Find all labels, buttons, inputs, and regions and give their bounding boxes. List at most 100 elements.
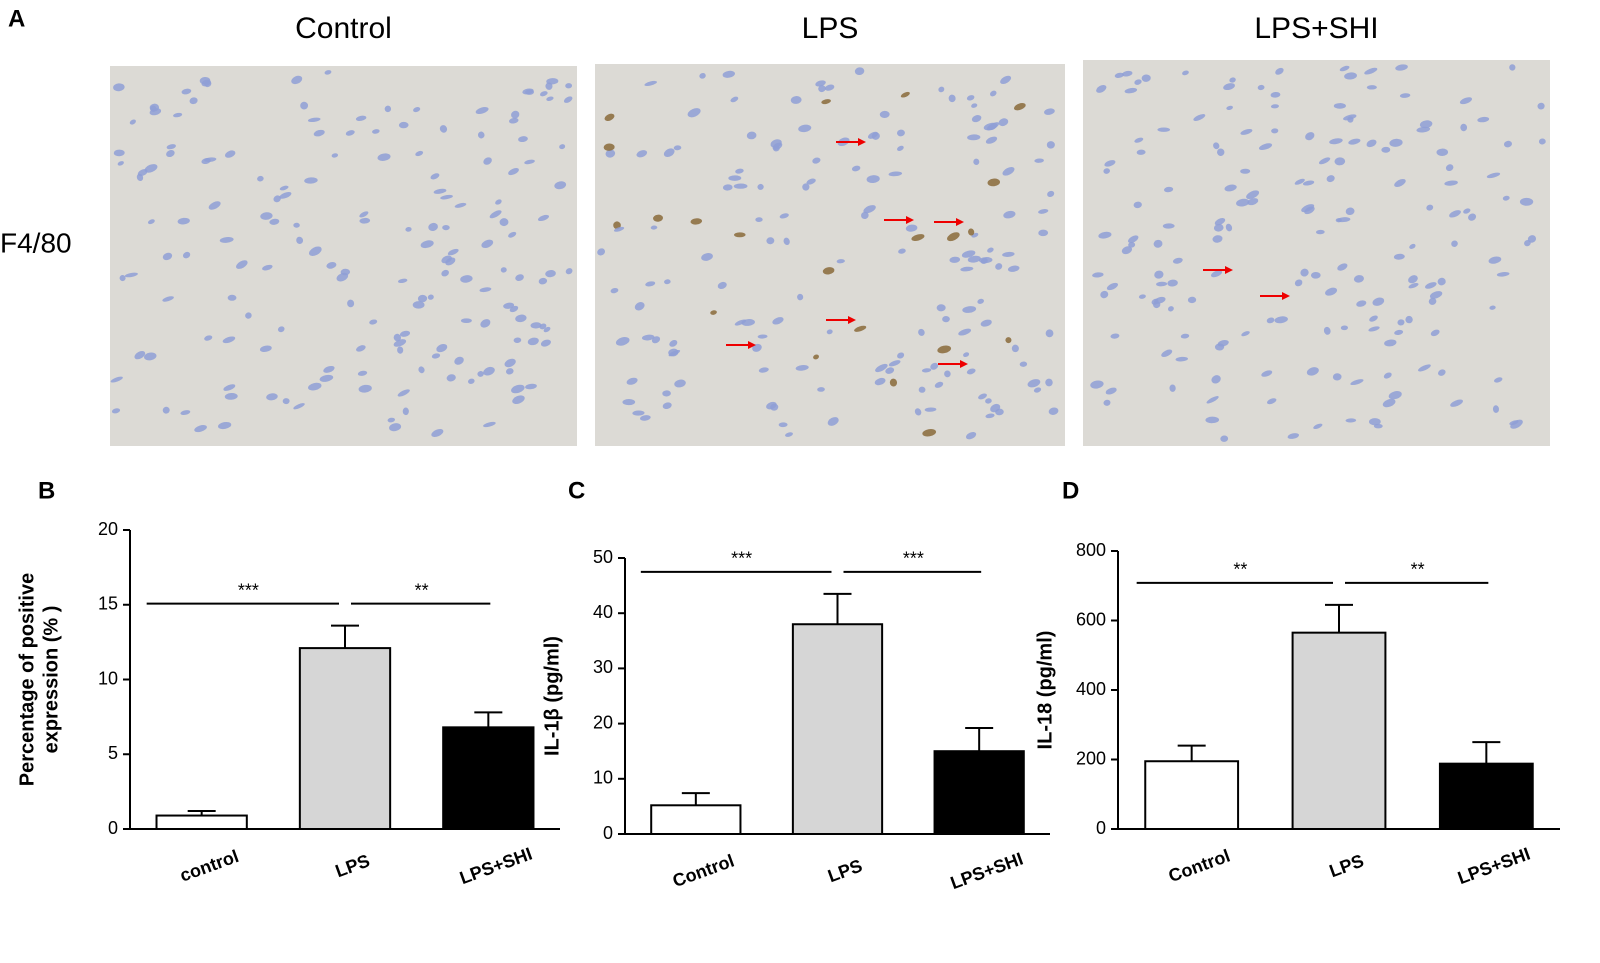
nucleus [377,153,391,161]
nucleus [967,255,981,263]
nucleus [1313,423,1323,430]
nucleus [757,183,764,190]
nucleus [431,428,444,437]
nucleus [387,417,396,423]
arrow-head [960,360,968,368]
significance-label: ** [415,580,429,600]
nucleus [525,383,537,390]
nucleus [968,228,975,236]
nucleus [1038,209,1049,214]
nucleus [222,336,236,344]
nucleus [300,101,309,110]
nucleus [790,96,802,104]
nucleus [734,319,747,326]
nucleus [1156,281,1168,287]
nucleus [613,226,625,232]
nucleus [1217,148,1225,156]
nucleus [889,378,898,387]
nucleus [565,268,573,275]
nucleus [836,259,845,264]
nucleus [291,75,303,85]
nucleus [489,210,502,219]
nucleus [1224,184,1237,192]
nucleus [973,158,980,166]
nucleus [356,345,366,352]
y-tick-label: 30 [593,657,613,677]
nucleus [900,91,910,98]
bar [650,804,742,836]
nucleus [506,368,514,375]
nucleus [944,370,951,378]
nucleus [938,86,945,93]
nucleus [181,88,192,95]
y-tick-label: 0 [108,818,118,838]
nucleus [436,344,448,353]
nucleus [1019,361,1028,367]
nucleus [129,119,136,125]
nucleus [447,248,459,256]
nucleus [626,377,638,385]
nucleus [603,143,615,151]
nucleus [194,425,207,433]
nucleus [914,408,922,416]
nucleus [634,302,645,311]
nucleus [1154,270,1164,279]
nucleus [340,268,351,276]
nucleus [995,263,1003,270]
nucleus [1236,198,1250,207]
nucleus [1416,126,1431,133]
nucleus [428,222,438,231]
nucleus [1383,372,1392,379]
histology-image [110,66,577,446]
nucleus [597,248,605,256]
nucleus [854,325,867,332]
nucleus [896,129,905,137]
nucleus [1271,128,1279,134]
nucleus [1163,186,1174,193]
nucleus [565,83,573,89]
nucleus [662,402,672,410]
nucleus [710,310,717,315]
nucleus [1428,297,1437,305]
nucleus [1381,146,1391,153]
nucleus [978,393,987,400]
nucleus [1350,379,1364,386]
nucleus [397,346,404,354]
nucleus [966,368,976,375]
nucleus [1003,210,1016,219]
nucleus [1121,246,1133,255]
nucleus [1344,72,1357,80]
nucleus [1436,148,1449,156]
nucleus [854,67,865,76]
nucleus [1333,103,1346,109]
nucleus [815,80,826,87]
nucleus [1310,271,1321,279]
nucleus [1348,138,1361,145]
nucleus [166,144,176,150]
nucleus [1394,179,1406,187]
nucleus [936,304,946,312]
nucleus [144,164,158,173]
nucleus [989,90,997,97]
nucleus [785,432,793,437]
nucleus [918,328,925,336]
nucleus [1345,207,1355,216]
nucleus [998,118,1009,127]
nucleus [1524,239,1531,247]
arrow-head [858,138,866,146]
nucleus [442,224,450,231]
nucleus [1372,297,1385,306]
nucleus [1005,337,1012,344]
nucleus [960,266,974,272]
nucleus [610,288,619,294]
nucleus [433,188,447,194]
nucleus [1425,282,1437,289]
bar [791,623,884,835]
nucleus [1418,364,1431,372]
nucleus [812,157,821,164]
nucleus [663,148,675,158]
nucleus [795,364,809,371]
nucleus [1389,138,1403,147]
nucleus [690,218,703,225]
nucleus [733,183,748,189]
